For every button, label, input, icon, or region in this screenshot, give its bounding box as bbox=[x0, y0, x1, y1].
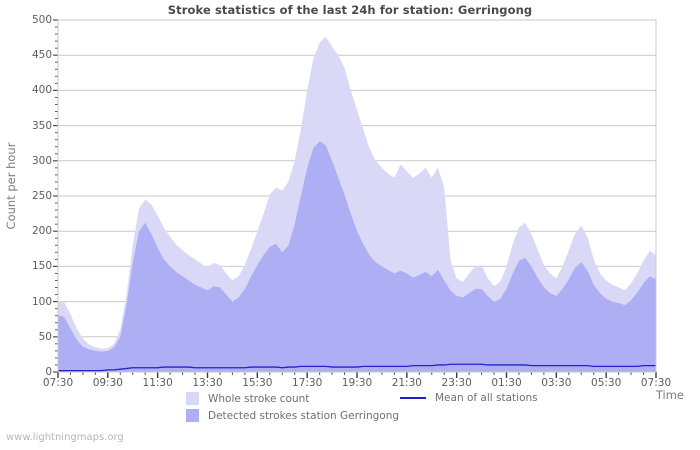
x-axis-tick-label: 11:30 bbox=[142, 377, 173, 389]
chart-title: Stroke statistics of the last 24h for st… bbox=[167, 3, 533, 17]
x-axis-tick-label: 19:30 bbox=[341, 377, 373, 389]
series-area-0 bbox=[58, 36, 656, 373]
x-axis-tick-label: 13:30 bbox=[192, 377, 223, 389]
y-axis-tick-label: 350 bbox=[31, 119, 52, 132]
x-axis-tick-label: 07:30 bbox=[640, 377, 672, 389]
series-areas bbox=[58, 36, 656, 373]
y-axis-tick-label: 400 bbox=[31, 84, 52, 97]
plot-border bbox=[57, 19, 657, 373]
y-axis-tick-label: 300 bbox=[31, 154, 52, 167]
x-axis-tick-label: 07:30 bbox=[42, 377, 74, 389]
legend-item[interactable]: Detected strokes station Gerringong bbox=[186, 409, 399, 422]
legend-label: Detected strokes station Gerringong bbox=[208, 409, 400, 422]
x-axis-tick-label: 17:30 bbox=[292, 377, 323, 389]
y-axis-tick-label: 450 bbox=[31, 49, 52, 62]
y-axis-tick-label: 150 bbox=[31, 260, 52, 273]
axis-ticks bbox=[53, 19, 657, 378]
y-axis-tick-label: 250 bbox=[31, 190, 52, 202]
x-axis-label: Time bbox=[655, 388, 684, 402]
watermark: www.lightningmaps.org bbox=[6, 432, 124, 443]
x-axis-tick-label: 05:30 bbox=[591, 377, 622, 389]
x-axis-tick-label: 09:30 bbox=[92, 377, 123, 389]
y-axis-tick-label: 100 bbox=[31, 295, 52, 308]
x-axis-tick-label: 03:30 bbox=[541, 377, 572, 389]
y-axis-tick-label: 0 bbox=[45, 366, 52, 378]
y-axis-tick-label: 500 bbox=[31, 14, 52, 26]
y-axis-tick-label: 50 bbox=[38, 330, 52, 343]
legend-item[interactable]: Mean of all stations bbox=[400, 392, 538, 404]
x-axis-tick-label: 15:30 bbox=[242, 377, 273, 389]
legend-line-marker-icon bbox=[400, 397, 426, 399]
chart-legend: Whole stroke count Detected strokes stati… bbox=[0, 392, 700, 426]
series-line-mean bbox=[58, 363, 656, 372]
y-axis-tick-label: 200 bbox=[31, 225, 52, 238]
legend-item[interactable]: Whole stroke count bbox=[186, 392, 309, 405]
series-area-1 bbox=[58, 141, 656, 372]
legend-label: Whole stroke count bbox=[208, 392, 310, 405]
x-axis-tick-label: 23:30 bbox=[441, 377, 472, 389]
legend-swatch-icon bbox=[186, 409, 199, 422]
legend-label: Mean of all stations bbox=[435, 392, 538, 404]
plot-frame bbox=[57, 19, 657, 373]
x-axis-tick-label: 01:30 bbox=[491, 377, 522, 389]
legend-swatch-icon bbox=[186, 392, 199, 405]
x-axis-tick-label: 21:30 bbox=[391, 377, 422, 389]
